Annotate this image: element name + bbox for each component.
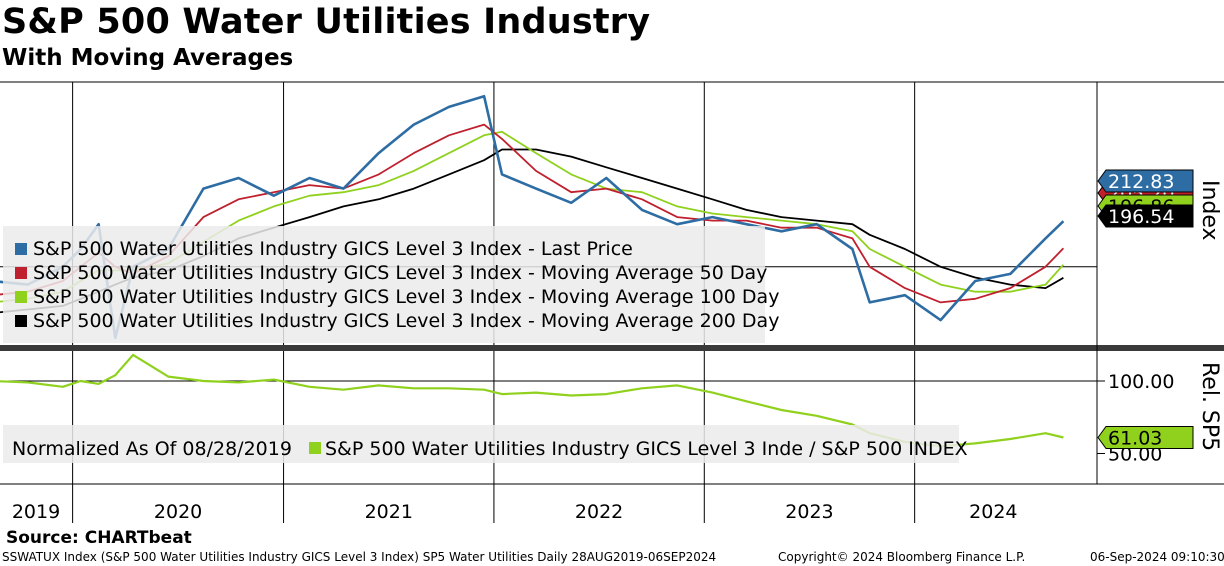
- price-tag-bg-relative: [1097, 426, 1194, 450]
- source-note: Source: CHARTbeat: [6, 528, 192, 548]
- price-tag-ma200: 196.54: [1097, 204, 1194, 228]
- price-tag-text-ma200: 196.54: [1108, 206, 1174, 228]
- legend-label-relative: S&P 500 Water Utilities Industry GICS Le…: [325, 438, 968, 460]
- x-tick-label-2022: 2022: [575, 501, 623, 523]
- axes: [0, 81, 1224, 485]
- price-tag-text-last_price: 212.83: [1108, 171, 1174, 193]
- legend-item-ma50: S&P 500 Water Utilities Industry GICS Le…: [15, 262, 767, 284]
- lower-legend: Normalized As Of 08/28/2019 S&P 500 Wate…: [3, 425, 968, 463]
- x-tick-label-2021: 2021: [365, 501, 413, 523]
- lower-axis-title: Rel. SP5: [1197, 362, 1222, 452]
- legend-swatch-relative: [309, 442, 321, 454]
- legend-swatch-ma200: [15, 315, 27, 327]
- x-tick-label-2019: 2019: [12, 501, 60, 523]
- panel-divider: [0, 345, 1224, 351]
- legend-swatch-last-price: [15, 243, 27, 255]
- price-tag-text-relative: 61.03: [1108, 428, 1162, 450]
- price-tag-relative: 61.03: [1097, 426, 1194, 450]
- price-tag-last_price: 212.83: [1097, 169, 1194, 193]
- legend-swatch-ma50: [15, 267, 27, 279]
- x-tick-label-2024: 2024: [969, 501, 1017, 523]
- legend-item-ma200: S&P 500 Water Utilities Industry GICS Le…: [15, 310, 779, 332]
- y-tick-label-100.00: 100.00: [1108, 371, 1174, 393]
- price-tag-bg-ma200: [1097, 204, 1194, 228]
- chart-subtitle: With Moving Averages: [2, 45, 294, 71]
- x-tick-label-2023: 2023: [785, 501, 833, 523]
- legend-label-ma50: S&P 500 Water Utilities Industry GICS Le…: [33, 262, 768, 284]
- legend-label-ma100: S&P 500 Water Utilities Industry GICS Le…: [33, 286, 780, 308]
- legend-item-last-price: S&P 500 Water Utilities Industry GICS Le…: [15, 238, 633, 260]
- chart-title: S&P 500 Water Utilities Industry: [2, 2, 651, 42]
- axis-labels: 201920202021202220232024205.20196.86196.…: [12, 169, 1194, 523]
- footer-center: Copyright© 2024 Bloomberg Finance L.P.: [778, 550, 1026, 564]
- legend-label-ma200: S&P 500 Water Utilities Industry GICS Le…: [33, 310, 780, 332]
- normalized-note: Normalized As Of 08/28/2019: [12, 438, 292, 460]
- upper-axis-title: Index: [1197, 180, 1222, 241]
- legend-item-ma100: S&P 500 Water Utilities Industry GICS Le…: [15, 286, 779, 308]
- footer-left: SSWATUX Index (S&P 500 Water Utilities I…: [2, 550, 717, 564]
- legend-swatch-ma100: [15, 291, 27, 303]
- price-tag-bg-last_price: [1097, 169, 1194, 193]
- footer-right: 06-Sep-2024 09:10:30: [1090, 550, 1224, 564]
- legend-label-last-price: S&P 500 Water Utilities Industry GICS Le…: [33, 238, 633, 260]
- upper-legend: S&P 500 Water Utilities Industry GICS Le…: [3, 226, 779, 343]
- x-tick-label-2020: 2020: [154, 501, 202, 523]
